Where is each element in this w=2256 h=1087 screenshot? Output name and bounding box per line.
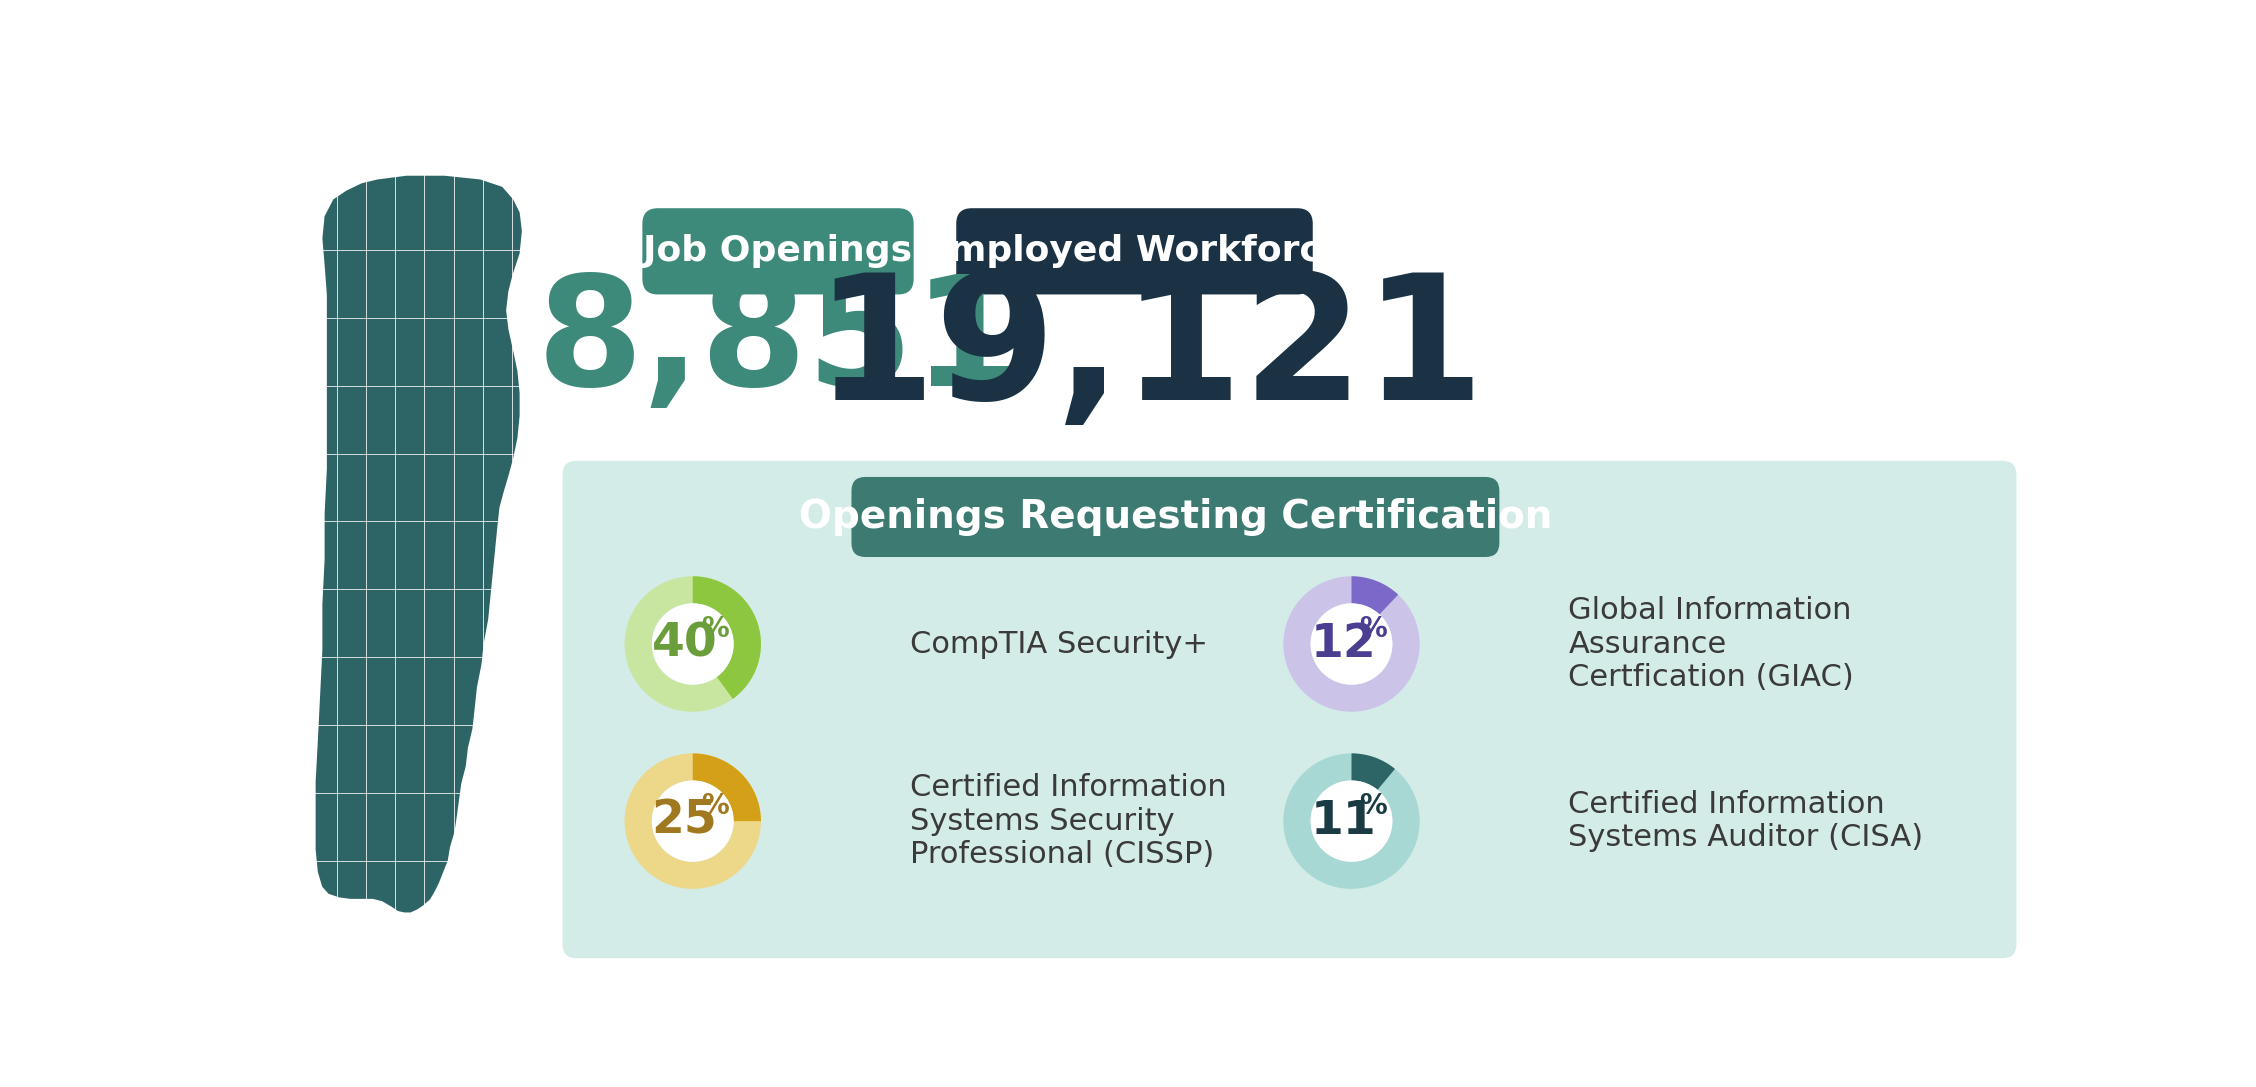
Text: %: %: [702, 615, 729, 644]
Text: Certified Information
Systems Security
Professional (CISSP): Certified Information Systems Security P…: [909, 773, 1227, 870]
Text: 12: 12: [1311, 622, 1376, 666]
Text: 25: 25: [652, 799, 717, 844]
Wedge shape: [693, 576, 760, 699]
Text: 8,851: 8,851: [537, 270, 1020, 418]
FancyBboxPatch shape: [957, 209, 1313, 295]
Text: 19,121: 19,121: [814, 267, 1484, 436]
FancyBboxPatch shape: [643, 209, 914, 295]
Text: Certified Information
Systems Auditor (CISA): Certified Information Systems Auditor (C…: [1568, 790, 1924, 852]
Text: Employed Workforce: Employed Workforce: [923, 235, 1345, 268]
Circle shape: [652, 780, 733, 862]
Text: %: %: [1360, 792, 1387, 821]
Wedge shape: [625, 576, 760, 712]
FancyBboxPatch shape: [851, 477, 1500, 557]
Text: %: %: [702, 792, 729, 821]
Circle shape: [652, 603, 733, 685]
Text: %: %: [1360, 615, 1387, 644]
Text: Job Openings: Job Openings: [643, 235, 914, 268]
Wedge shape: [1284, 753, 1419, 889]
Text: 11: 11: [1311, 799, 1376, 844]
Text: Global Information
Assurance
Certfication (GIAC): Global Information Assurance Certficatio…: [1568, 596, 1854, 692]
Wedge shape: [1351, 753, 1394, 790]
Wedge shape: [625, 753, 760, 889]
Wedge shape: [1284, 576, 1419, 712]
FancyBboxPatch shape: [562, 461, 2017, 958]
Wedge shape: [693, 753, 760, 821]
Text: CompTIA Security+: CompTIA Security+: [909, 629, 1207, 659]
Text: 40: 40: [652, 622, 717, 666]
Wedge shape: [1351, 576, 1399, 614]
Circle shape: [1311, 603, 1392, 685]
Text: Openings Requesting Certification: Openings Requesting Certification: [799, 498, 1552, 536]
Polygon shape: [314, 174, 523, 914]
Circle shape: [1311, 780, 1392, 862]
